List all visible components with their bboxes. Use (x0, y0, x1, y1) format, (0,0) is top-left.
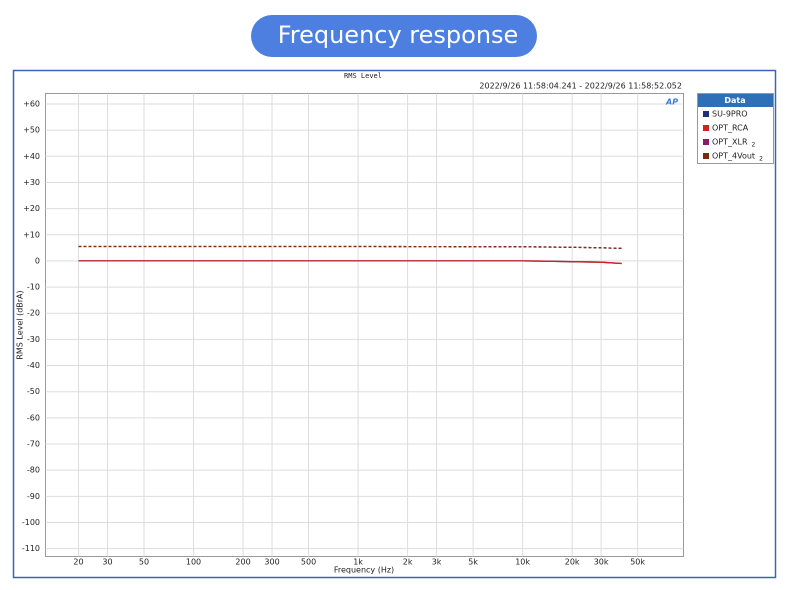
plot-area (45, 93, 684, 557)
x-tick-label: 500 (301, 558, 316, 567)
x-tick-label: 200 (235, 558, 250, 567)
x-tick-label: 2k (403, 558, 413, 567)
legend-swatch (703, 153, 709, 159)
legend-label: OPT_XLR (712, 138, 748, 147)
y-tick-label: +10 (23, 230, 40, 239)
legend-channel: 2 (759, 156, 763, 163)
y-tick-label: -20 (27, 309, 40, 318)
y-tick-label: +20 (23, 204, 40, 213)
x-tick-label: 3k (432, 558, 442, 567)
y-tick-label: -60 (27, 413, 40, 422)
x-tick-label: 30k (594, 558, 609, 567)
y-tick-label: -100 (22, 518, 40, 527)
x-tick-label: 20 (73, 558, 83, 567)
x-tick-label: 30 (102, 558, 112, 567)
y-tick-label: -40 (27, 361, 40, 370)
y-tick-label: -70 (27, 440, 40, 449)
ap-logo: AP (665, 98, 678, 107)
y-tick-label: +30 (23, 178, 40, 187)
y-tick-label: -10 (27, 283, 40, 292)
x-tick-label: 50 (139, 558, 149, 567)
x-axis-label: Frequency (Hz) (334, 566, 394, 575)
y-tick-label: +60 (23, 99, 40, 108)
legend-label: SU-9PRO (712, 110, 748, 119)
y-tick-label: -110 (22, 544, 40, 553)
legend-swatch (703, 125, 709, 131)
x-tick-label: 20k (565, 558, 580, 567)
legend-label: OPT_4Vout (712, 152, 755, 161)
y-tick-label: -50 (27, 387, 40, 396)
y-tick-label: 0 (35, 256, 40, 265)
series-line (78, 260, 622, 265)
x-tick-label: 10k (515, 558, 530, 567)
x-tick-label: 5k (468, 558, 478, 567)
y-tick-label: +50 (23, 126, 40, 135)
x-tick-label: 300 (264, 558, 279, 567)
y-tick-label: +40 (23, 152, 40, 161)
legend-swatch (703, 139, 709, 145)
title-pill (251, 15, 537, 57)
legend-title: Data (724, 96, 745, 105)
series-line (78, 245, 622, 250)
y-axis-label: RMS Level (dBrA) (16, 290, 25, 359)
x-tick-label: 50k (630, 558, 645, 567)
legend-channel: 2 (752, 142, 756, 149)
y-tick-label: -90 (27, 492, 40, 501)
legend-label: OPT_RCA (712, 124, 749, 133)
y-tick-label: -30 (27, 335, 40, 344)
chart-title: RMS Level (344, 72, 382, 80)
x-tick-label: 1k (353, 558, 363, 567)
legend-swatch (703, 111, 709, 117)
legend-header (698, 94, 773, 107)
page-title: Frequency response (278, 21, 519, 49)
y-tick-label: -80 (27, 466, 40, 475)
chart-subtitle: 2022/9/26 11:58:04.241 - 2022/9/26 11:58… (479, 82, 682, 91)
x-tick-label: 100 (186, 558, 201, 567)
